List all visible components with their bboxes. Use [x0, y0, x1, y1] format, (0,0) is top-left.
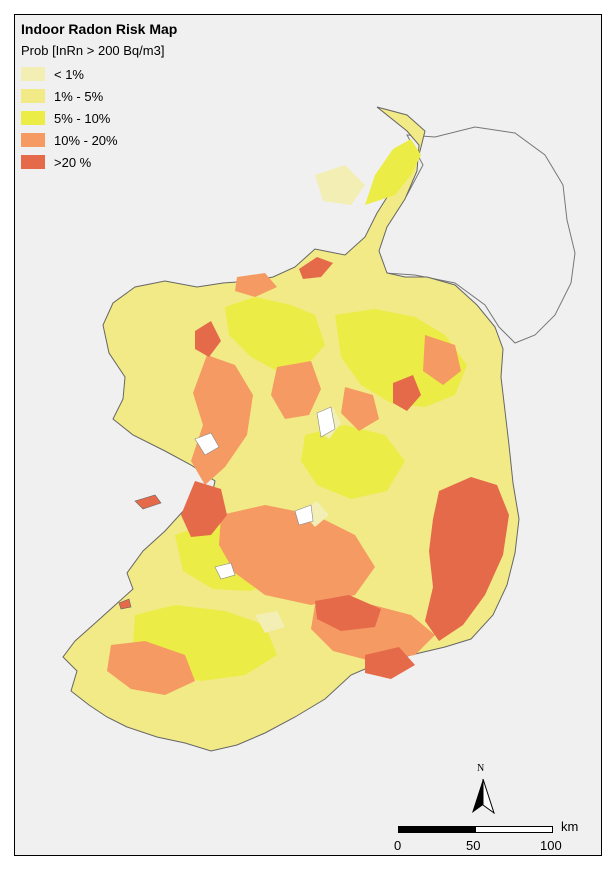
- legend-label: 1% - 5%: [54, 88, 104, 104]
- map-title: Indoor Radon Risk Map: [21, 21, 178, 37]
- north-label: N: [477, 763, 485, 774]
- zone-above-20: [181, 257, 509, 679]
- legend-label: 5% - 10%: [54, 110, 111, 126]
- scale-tick-0: 0: [394, 838, 402, 853]
- legend-swatch: [21, 67, 45, 81]
- scale-unit: km: [561, 819, 579, 834]
- legend-swatch: [21, 111, 45, 125]
- scale-tick-50: 50: [466, 838, 481, 853]
- islands: [118, 494, 162, 610]
- legend-item-3: 5% - 10%: [21, 107, 177, 129]
- map-legend: Indoor Radon Risk Map Prob [InRn > 200 B…: [21, 21, 177, 173]
- legend-item-1: < 1%: [21, 63, 177, 85]
- legend-item-5: >20 %: [21, 151, 177, 173]
- scale-segment-empty: [475, 826, 553, 833]
- legend-label: 10% - 20%: [54, 132, 118, 148]
- legend-label: < 1%: [54, 66, 84, 82]
- zone-5-10: [133, 139, 467, 681]
- legend-item-4: 10% - 20%: [21, 129, 177, 151]
- scale-tick-100: 100: [540, 838, 562, 853]
- legend-swatch: [21, 89, 45, 103]
- legend-title: Prob [InRn > 200 Bq/m3]: [21, 43, 165, 58]
- legend-label: >20 %: [54, 154, 92, 170]
- legend-swatch: [21, 133, 45, 147]
- map-canvas: [62, 106, 576, 752]
- scale-segment-filled: [398, 826, 476, 833]
- legend-item-2: 1% - 5%: [21, 85, 177, 107]
- lakes: [194, 406, 336, 580]
- north-arrow-icon: [472, 778, 495, 815]
- map-frame: Indoor Radon Risk Map Prob [InRn > 200 B…: [14, 14, 602, 856]
- legend-swatch: [21, 155, 45, 169]
